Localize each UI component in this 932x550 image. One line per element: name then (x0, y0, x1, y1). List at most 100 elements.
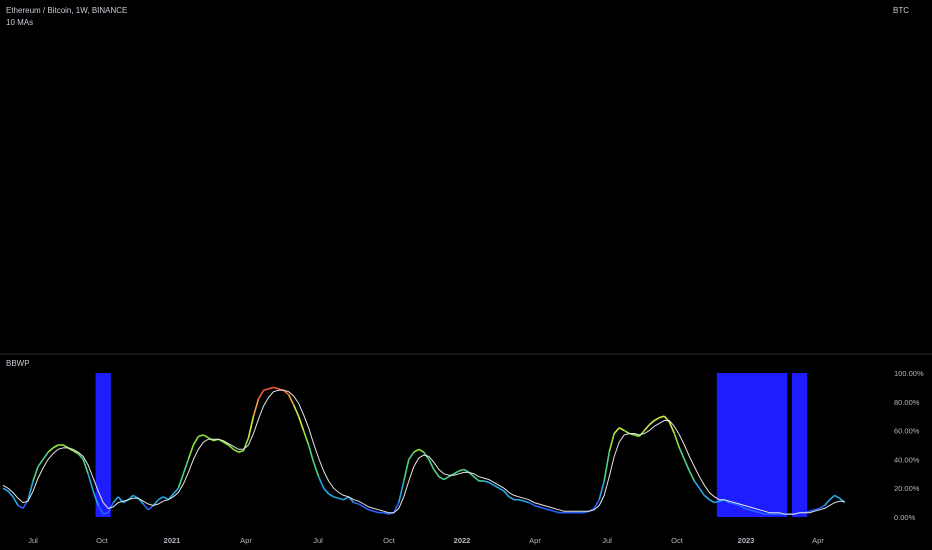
bbwp-extreme-bar (746, 373, 753, 517)
bbwp-line-segment (2, 487, 9, 492)
bbwp-line-segment (343, 496, 350, 501)
bbwp-line-segment (603, 452, 610, 482)
bbwp-line-segment (543, 507, 550, 511)
bbwp-line-segment (87, 473, 94, 492)
bbwp-line-segment (383, 511, 389, 515)
time-tick-label: Apr (240, 536, 252, 545)
time-tick-label: Jul (313, 536, 323, 545)
bbwp-extreme-bar (791, 373, 798, 517)
bbwp-line-segment (223, 441, 229, 446)
bbwp-line-segment (754, 510, 760, 514)
bbwp-tick-label: 80.00% (894, 398, 920, 407)
bbwp-line-segment (358, 503, 365, 508)
bbwp-line-segment (198, 434, 204, 438)
bbwp-line-segment (498, 487, 505, 492)
bbwp-extreme-bar (771, 373, 778, 517)
time-tick-label: Oct (671, 536, 684, 545)
bbwp-line-segment (623, 429, 630, 435)
time-tick-label: 2021 (164, 536, 181, 545)
bbwp-line-segment (37, 458, 44, 468)
bbwp-line-segment (653, 416, 660, 422)
bbwp-line-segment (323, 487, 330, 495)
bbwp-line-segment (553, 510, 560, 514)
bbwp-line-segment (187, 444, 195, 460)
bbwp-extreme-bar (766, 373, 773, 517)
bbwp-line-segment (307, 444, 315, 463)
bbwp-line-segment (393, 502, 400, 514)
bbwp-line-segment (152, 499, 159, 507)
bbwp-line-segment (714, 500, 720, 504)
bbwp-line-segment (518, 498, 525, 502)
bbwp-tick-label: 20.00% (894, 484, 920, 493)
bbwp-line-segment (678, 447, 686, 460)
bbwp-line-segment (287, 394, 295, 406)
bbwp-line-segment (608, 433, 615, 453)
indicator-label[interactable]: 10 MAs (6, 18, 34, 27)
bbwp-line-segment (82, 459, 89, 475)
bbwp-ma-line (2, 389, 845, 515)
bbwp-line-segment (238, 449, 244, 453)
bbwp-line-segment (112, 496, 119, 504)
bbwp-line-segment (273, 386, 279, 390)
time-tick-label: 2023 (738, 536, 755, 545)
bbwp-line-segment (363, 506, 370, 511)
bbwp-line-segment (413, 448, 420, 453)
bbwp-line-segment (418, 448, 425, 453)
bbwp-extreme-bar (726, 373, 733, 517)
bbwp-line-segment (32, 466, 39, 482)
bbwp-line-segment (268, 386, 274, 390)
bbwp-line-segment (333, 496, 339, 500)
bbwp-highlight-bars (95, 373, 808, 517)
bbwp-line-segment (473, 476, 480, 482)
bbwp-line-segment (312, 462, 320, 477)
bbwp-line-segment (698, 487, 706, 496)
bbwp-line-segment (433, 469, 440, 478)
bbwp-line-segment (192, 435, 200, 446)
bbwp-line-segment (744, 507, 750, 511)
bbwp-line-segment (593, 499, 600, 509)
bbwp-line-segment (659, 415, 665, 419)
bbwp-line-segment (598, 480, 605, 500)
bbwp-line-segment (548, 509, 555, 513)
bbwp-line-segment (759, 511, 765, 515)
bbwp-line-segment (172, 487, 179, 495)
bbwp-line-segment (618, 427, 625, 432)
bbwp-line-segment (734, 503, 740, 507)
bbwp-line-segment (814, 507, 820, 511)
bbwp-title[interactable]: BBWP (6, 359, 30, 368)
currency-label: BTC (893, 6, 909, 15)
bbwp-line-segment (463, 468, 470, 474)
bbwp-line-segment (809, 509, 815, 513)
time-tick-label: Apr (529, 536, 541, 545)
bbwp-line-segment (92, 490, 99, 506)
bbwp-line-segment (819, 504, 826, 510)
bbwp-line-segment (834, 494, 841, 499)
symbol-title: Ethereum / Bitcoin, 1W, BINANCE (6, 6, 128, 15)
bbwp-extreme-bar (802, 373, 808, 517)
bbwp-line-segment (203, 434, 209, 439)
bbwp-line-segment (227, 444, 234, 450)
bbwp-extreme-bar (100, 373, 106, 517)
bbwp-line-segment (27, 480, 34, 500)
time-tick-label: Jul (602, 536, 612, 545)
bbwp-extreme-bar (756, 373, 763, 517)
bbwp-line-segment (613, 427, 620, 435)
bbwp-line-segment (693, 480, 701, 489)
bbwp-line-segment (338, 497, 344, 501)
bbwp-line-segment (408, 451, 415, 460)
bbwp-extreme-bar (716, 373, 723, 517)
bbwp-line-segment (317, 476, 325, 489)
bbwp-axis: 100.00% 80.00% 60.00% 40.00% 20.00% 0.00% (894, 369, 924, 522)
bbwp-line-segment (483, 480, 490, 484)
time-tick-label: Oct (96, 536, 109, 545)
bbwp-line-segment (292, 404, 300, 417)
bbwp-line-segment (368, 509, 374, 513)
bbwp-line-segment (182, 459, 190, 475)
bbwp-line-segment (328, 493, 335, 498)
bbwp-line-segment (503, 490, 510, 498)
time-tick-label: Oct (383, 536, 396, 545)
bbwp-line-segment (42, 451, 49, 460)
bbwp-line-segment (643, 424, 650, 432)
bbwp-line-segment (538, 506, 545, 510)
bbwp-line-segment (493, 484, 500, 489)
